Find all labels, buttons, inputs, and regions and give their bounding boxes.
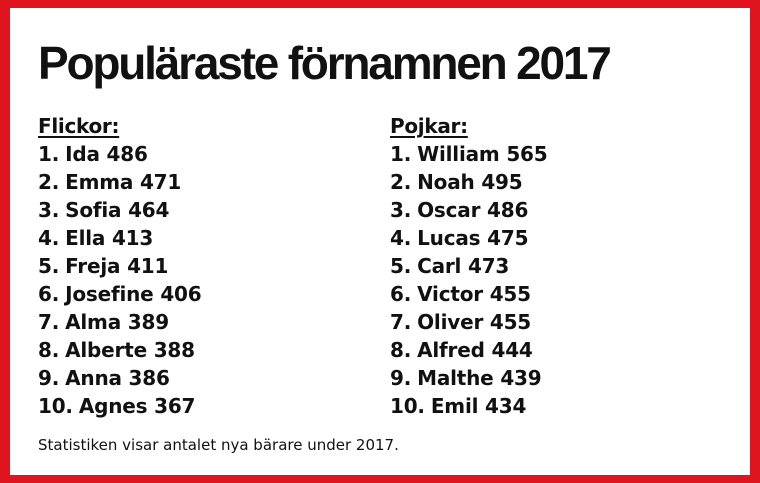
girls-heading: Flickor: (38, 114, 120, 138)
rank-number: 10. (38, 394, 73, 418)
name-count: 406 (160, 282, 202, 306)
name-count: 434 (485, 394, 527, 418)
list-item: 8. Alberte 388 (38, 336, 201, 364)
rank-number: 9. (38, 366, 60, 390)
name-count: 388 (153, 338, 195, 362)
rank-number: 8. (38, 338, 60, 362)
first-name: Alberte (65, 338, 147, 362)
rank-number: 3. (390, 198, 412, 222)
rank-number: 6. (38, 282, 60, 306)
name-count: 389 (127, 310, 169, 334)
rank-number: 1. (390, 142, 412, 166)
rank-number: 4. (390, 226, 412, 250)
page-title: Populäraste förnamnen 2017 (38, 37, 612, 89)
girls-list: 1. Ida 486 2. Emma 471 3. Sofia 464 4. Ella 413… (38, 140, 202, 420)
first-name: Oscar (417, 198, 481, 222)
name-count: 455 (489, 310, 532, 334)
list-item: 5. Freja 411 (38, 252, 201, 280)
list-item: 6. Victor 455 (390, 280, 547, 308)
list-item: 4. Ella 413 (38, 224, 201, 252)
first-name: Oliver (417, 310, 484, 334)
name-count: 471 (139, 170, 182, 194)
list-item: 10. Emil 434 (390, 392, 547, 420)
list-item: 1. Ida 486 (38, 140, 201, 168)
name-count: 464 (128, 198, 170, 222)
rank-number: 5. (390, 254, 412, 278)
name-count: 444 (491, 338, 533, 362)
rank-number: 5. (38, 254, 60, 278)
name-count: 455 (489, 282, 531, 306)
first-name: Alma (65, 310, 121, 334)
first-name: Carl (417, 254, 462, 278)
rank-number: 1. (38, 142, 60, 166)
rank-number: 3. (38, 198, 60, 222)
name-count: 475 (487, 226, 529, 250)
first-name: Josefine (65, 282, 154, 306)
rank-number: 6. (390, 282, 412, 306)
rank-number: 7. (38, 310, 60, 334)
first-name: Noah (417, 170, 475, 194)
name-count: 386 (128, 366, 170, 390)
first-name: Malthe (417, 366, 494, 390)
list-item: 1. William 565 (390, 140, 548, 168)
first-name: Victor (417, 282, 483, 306)
first-name: Freja (65, 254, 121, 278)
list-item: 7. Oliver 455 (390, 308, 547, 336)
name-count: 439 (500, 366, 542, 390)
list-item: 9. Malthe 439 (390, 364, 547, 392)
list-item: 9. Anna 386 (38, 364, 201, 392)
name-count: 367 (154, 394, 196, 418)
list-item: 8. Alfred 444 (390, 336, 547, 364)
name-count: 495 (481, 170, 523, 194)
rank-number: 10. (390, 394, 425, 418)
list-item: 3. Sofia 464 (38, 196, 201, 224)
name-count: 565 (506, 142, 548, 166)
first-name: Emma (65, 170, 134, 194)
first-name: Ida (65, 142, 100, 166)
first-name: William (417, 142, 500, 166)
boys-heading: Pojkar: (390, 114, 468, 138)
first-name: Agnes (78, 394, 148, 418)
girls-column: Flickor: 1. Ida 486 2. Emma 471 3. Sofia 464 4… (38, 112, 202, 420)
rank-number: 2. (390, 170, 412, 194)
list-item: 5. Carl 473 (390, 252, 547, 280)
list-item: 10. Agnes 367 (38, 392, 201, 420)
list-item: 6. Josefine 406 (38, 280, 202, 308)
name-count: 413 (111, 226, 154, 250)
boys-column: Pojkar: 1. William 565 2. Noah 495 3. Oscar 4… (390, 112, 548, 420)
list-item: 4. Lucas 475 (390, 224, 547, 252)
first-name: Emil (430, 394, 479, 418)
name-count: 486 (106, 142, 148, 166)
rank-number: 8. (390, 338, 412, 362)
name-count: 486 (487, 198, 529, 222)
list-item: 3. Oscar 486 (390, 196, 547, 224)
list-item: 2. Noah 495 (390, 168, 547, 196)
rank-number: 9. (390, 366, 412, 390)
footnote: Statistiken visar antalet nya bärare und… (38, 436, 399, 454)
first-name: Ella (65, 226, 106, 250)
first-name: Sofia (65, 198, 122, 222)
boys-list: 1. William 565 2. Noah 495 3. Oscar 486 4. Luca… (390, 140, 548, 420)
rank-number: 7. (390, 310, 412, 334)
list-item: 2. Emma 471 (38, 168, 201, 196)
rank-number: 4. (38, 226, 60, 250)
list-item: 7. Alma 389 (38, 308, 201, 336)
name-count: 411 (127, 254, 169, 278)
first-name: Lucas (417, 226, 481, 250)
rank-number: 2. (38, 170, 60, 194)
first-name: Anna (65, 366, 122, 390)
name-count: 473 (467, 254, 510, 278)
first-name: Alfred (417, 338, 485, 362)
